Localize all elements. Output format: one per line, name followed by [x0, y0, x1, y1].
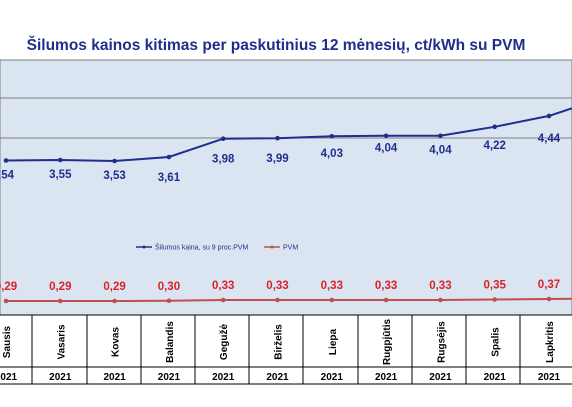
- price-data-label: 4,04: [375, 143, 398, 155]
- vat-data-label: 0,33: [212, 280, 234, 292]
- category-axis: Sausis 2021 Vasaris 2021 Kovas 2021 Balandis 20…: [0, 314, 572, 385]
- category-label: Gegužė: [219, 324, 230, 361]
- vat-series-point: [546, 296, 552, 302]
- year-label: 2021: [266, 372, 289, 383]
- price-data-label: 3,53: [103, 170, 125, 182]
- price-data-label: 3,99: [266, 153, 288, 165]
- vat-data-label: 0,33: [375, 280, 397, 292]
- chart-title: Šilumos kainos kitimas per paskutinius 1…: [27, 36, 526, 54]
- vat-data-label: 0,37: [538, 279, 560, 291]
- price-series-point: [546, 113, 552, 119]
- price-data-label: ,54: [0, 169, 15, 181]
- vat-series-point: [166, 298, 172, 304]
- year-label: 2021: [538, 372, 561, 383]
- category-label: Rugpjūtis: [382, 319, 393, 366]
- price-series-point: [438, 133, 443, 139]
- price-data-label: 3,98: [212, 154, 235, 166]
- year-label: 2021: [429, 372, 452, 383]
- year-label: 2021: [0, 372, 18, 383]
- price-series-point: [275, 135, 280, 141]
- price-series-point: [3, 158, 9, 163]
- vat-series-point: [3, 298, 9, 304]
- plot-area: ,54 3,55 3,53 3,61 3,98 3,99 4,03 4,04 4,04 4,22 4…: [0, 59, 572, 316]
- year-label: 2021: [321, 372, 344, 383]
- vat-data-label: 0,35: [484, 280, 507, 292]
- vat-series-point: [492, 297, 498, 302]
- year-label: 2021: [103, 372, 126, 383]
- vat-data-label: 0,29: [49, 281, 71, 293]
- category-label: Liepa: [328, 329, 339, 356]
- year-label: 2021: [212, 372, 235, 383]
- price-series-point: [220, 136, 226, 142]
- vat-data-label: 0,33: [266, 280, 288, 292]
- price-data-label: 3,55: [49, 169, 72, 181]
- price-series-point: [166, 154, 172, 160]
- category-label: Sausis: [2, 325, 13, 358]
- category-label: Birželis: [274, 324, 285, 360]
- vat-series-point: [383, 297, 389, 303]
- category-label: Spalis: [491, 327, 502, 357]
- year-label: 2021: [49, 372, 72, 383]
- vat-data-label: 0,29: [0, 281, 17, 293]
- legend-marker-price: [142, 245, 146, 249]
- price-data-label: 4,04: [429, 145, 452, 157]
- category-label: Lapkritis: [545, 321, 556, 363]
- vat-series-point: [112, 298, 117, 304]
- vat-data-label: 0,29: [103, 281, 125, 293]
- plot-background: [0, 59, 572, 316]
- vat-series-point: [58, 298, 63, 304]
- year-label: 2021: [158, 372, 181, 383]
- price-data-label: 4,03: [321, 148, 343, 160]
- vat-data-label: 0,33: [429, 280, 451, 292]
- price-series-line: [5, 107, 572, 163]
- category-label: Vasaris: [56, 324, 67, 359]
- year-label: 2021: [484, 372, 507, 383]
- category-label: Kovas: [111, 327, 122, 357]
- price-data-label: 4,22: [484, 140, 506, 152]
- price-series-point: [112, 158, 117, 164]
- price-series-point: [329, 133, 335, 139]
- price-data-label: 3,61: [158, 172, 181, 184]
- year-label: 2021: [375, 372, 398, 383]
- price-series-point: [383, 133, 389, 139]
- legend: Šilumos kaina, su 9 proc.PVM PVM: [136, 243, 298, 252]
- category-label: Balandis: [165, 321, 176, 363]
- price-series-point: [492, 124, 498, 130]
- vat-series-point: [220, 297, 226, 303]
- price-series-point: [58, 157, 63, 163]
- legend-label-price: Šilumos kaina, su 9 proc.PVM: [155, 243, 249, 252]
- vat-series-line: [6, 297, 572, 302]
- vat-series-point: [275, 297, 280, 303]
- vat-series-point: [438, 297, 443, 303]
- legend-marker-vat: [270, 245, 274, 249]
- vat-series-point: [329, 297, 335, 303]
- vat-data-label: 0,30: [158, 281, 180, 293]
- category-label: Rugsėjis: [436, 321, 447, 363]
- legend-label-vat: PVM: [283, 245, 298, 252]
- price-data-label: 4,44: [538, 133, 561, 145]
- vat-data-label: 0,33: [321, 280, 343, 292]
